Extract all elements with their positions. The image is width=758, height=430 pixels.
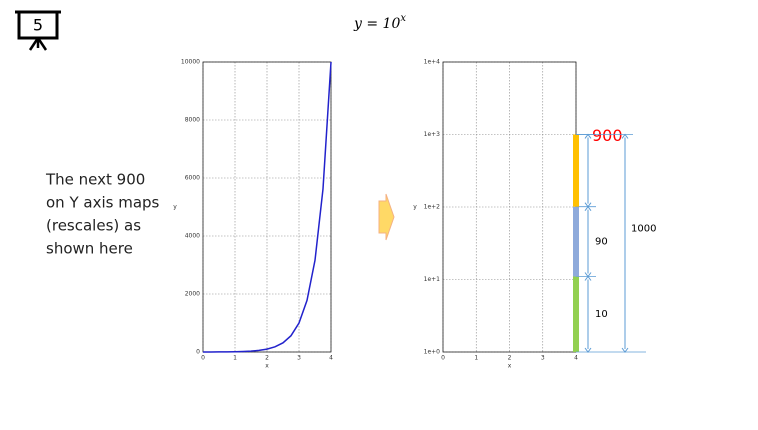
value-label: 90 bbox=[595, 237, 608, 248]
stand-leg bbox=[36, 37, 48, 51]
title-exponent: x bbox=[400, 13, 406, 24]
x-axis-label: x bbox=[265, 363, 269, 370]
title: y = 10x bbox=[353, 13, 406, 33]
x-axis-label: x bbox=[508, 363, 512, 370]
x-tick-label: 0 bbox=[441, 355, 445, 362]
x-tick-label: 4 bbox=[329, 355, 333, 362]
y-tick-label: 2000 bbox=[185, 291, 200, 298]
y-tick-label: 1e+1 bbox=[424, 276, 441, 283]
y-axis-label: y bbox=[173, 204, 177, 211]
slide-number-icon: 5 bbox=[15, 10, 61, 51]
x-tick-label: 2 bbox=[265, 355, 269, 362]
x-tick-label: 2 bbox=[508, 355, 512, 362]
x-tick-label: 0 bbox=[201, 355, 205, 362]
x-tick-label: 3 bbox=[541, 355, 545, 362]
bar-segment bbox=[573, 206, 579, 277]
y-tick-label: 10000 bbox=[181, 59, 200, 66]
stand-leg bbox=[28, 37, 40, 51]
value-label: 900 bbox=[592, 126, 623, 145]
note-line: on Y axis maps bbox=[46, 194, 160, 212]
bar-segment bbox=[573, 134, 579, 207]
slide-number: 5 bbox=[33, 16, 43, 35]
note-line: (rescales) as bbox=[46, 217, 141, 235]
y-tick-label: 6000 bbox=[185, 175, 200, 182]
bar-segment bbox=[573, 276, 579, 352]
x-tick-label: 1 bbox=[474, 355, 478, 362]
note-line: The next 900 bbox=[45, 171, 145, 189]
y-tick-label: 8000 bbox=[185, 117, 200, 124]
y-tick-label: 1e+0 bbox=[424, 349, 441, 356]
y-tick-label: 0 bbox=[196, 349, 200, 356]
x-tick-label: 1 bbox=[233, 355, 237, 362]
y-tick-label: 1e+4 bbox=[424, 59, 441, 66]
plot-frame bbox=[202, 61, 332, 353]
x-tick-label: 4 bbox=[574, 355, 578, 362]
y-tick-label: 1e+2 bbox=[424, 204, 441, 211]
line bbox=[202, 61, 332, 353]
total-label: 1000 bbox=[631, 223, 656, 234]
y-axis-label: y bbox=[413, 204, 417, 211]
title-base: y = 10 bbox=[353, 16, 400, 32]
y-tick-label: 4000 bbox=[185, 233, 200, 240]
y-tick-label: 1e+3 bbox=[424, 131, 441, 138]
arrow-icon bbox=[378, 193, 395, 241]
x-tick-label: 3 bbox=[297, 355, 301, 362]
note-line: shown here bbox=[46, 240, 133, 258]
value-label: 10 bbox=[595, 309, 608, 320]
